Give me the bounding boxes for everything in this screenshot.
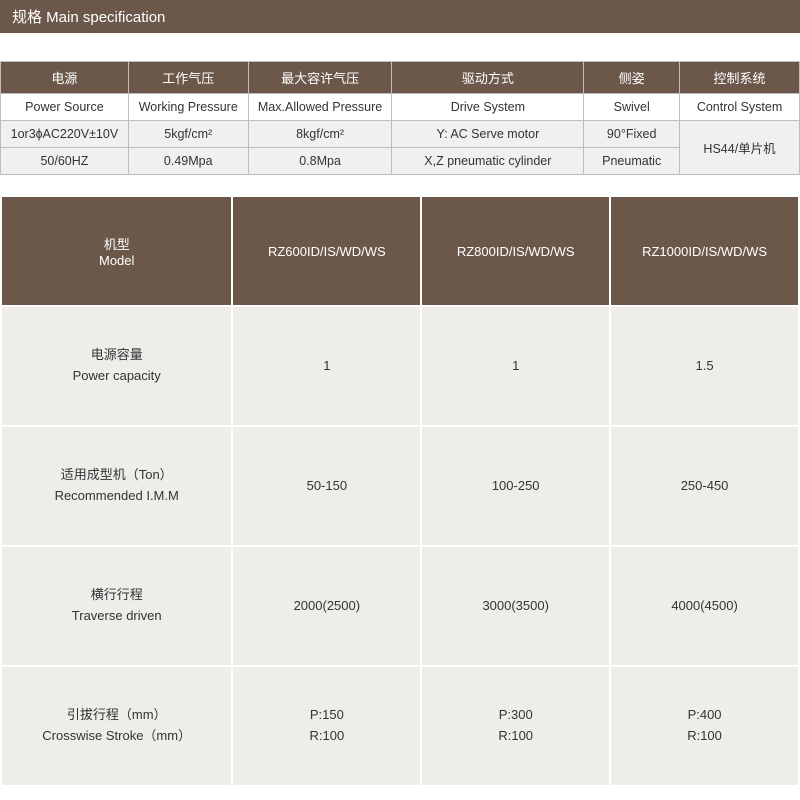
t2-r3-en: Crosswise Stroke（mm） [3,726,230,747]
t1-head-cn: 电源 工作气压 最大容许气压 驱动方式 侧姿 控制系统 [1,62,800,94]
t2-r0c0: 1 [232,306,421,426]
t2-r0-en: Power capacity [3,366,230,387]
t1-r2c3: X,Z pneumatic cylinder [392,148,584,175]
t2-r0-label: 电源容量 Power capacity [1,306,232,426]
t2-r0c1: 1 [421,306,610,426]
t2-r2-label: 横行行程 Traverse driven [1,546,232,666]
t1-h3-cn: 驱动方式 [392,62,584,94]
t1-h5-en: Control System [680,94,800,121]
t1-h3-en: Drive System [392,94,584,121]
t1-r1c1: 5kgf/cm² [128,121,248,148]
t2-row3: 引拔行程（mm） Crosswise Stroke（mm） P:150R:100… [1,666,799,786]
t1-r2c0: 50/60HZ [1,148,129,175]
t2-r3c0: P:150R:100 [232,666,421,786]
t2-r3c1: P:300R:100 [421,666,610,786]
t1-row1: 1or3ɸAC220V±10V 5kgf/cm² 8kgf/cm² Y: AC … [1,121,800,148]
t2-head-label: 机型 Model [1,196,232,306]
t1-r1c3: Y: AC Serve motor [392,121,584,148]
t2-r2-en: Traverse driven [3,606,230,627]
t2-r0c2: 1.5 [610,306,799,426]
t1-r2c2: 0.8Mpa [248,148,392,175]
t1-head-en: Power Source Working Pressure Max.Allowe… [1,94,800,121]
t1-r1c2: 8kgf/cm² [248,121,392,148]
t2-r2-cn: 横行行程 [3,585,230,606]
t2-r0-cn: 电源容量 [3,345,230,366]
t1-r1c4: 90°Fixed [584,121,680,148]
t2-r1-cn: 适用成型机（Ton） [3,465,230,486]
spacer [0,33,800,61]
t1-h2-cn: 最大容许气压 [248,62,392,94]
t2-head: 机型 Model RZ600ID/IS/WD/WS RZ800ID/IS/WD/… [1,196,799,306]
t2-r2c0: 2000(2500) [232,546,421,666]
t2-r1c1: 100-250 [421,426,610,546]
t2-col0: RZ600ID/IS/WD/WS [232,196,421,306]
spec-table-1: 电源 工作气压 最大容许气压 驱动方式 侧姿 控制系统 Power Source… [0,61,800,175]
t1-h1-en: Working Pressure [128,94,248,121]
t1-h4-cn: 侧姿 [584,62,680,94]
t1-h0-en: Power Source [1,94,129,121]
t2-r1-label: 适用成型机（Ton） Recommended I.M.M [1,426,232,546]
t2-head-label-cn: 机型 [3,234,230,253]
spec-table-2: 机型 Model RZ600ID/IS/WD/WS RZ800ID/IS/WD/… [0,195,800,787]
t2-r2c2: 4000(4500) [610,546,799,666]
t2-row1: 适用成型机（Ton） Recommended I.M.M 50-150 100-… [1,426,799,546]
t2-r3c2: P:400R:100 [610,666,799,786]
t1-r1c5: HS44/单片机 [680,121,800,175]
t2-r3-cn: 引拔行程（mm） [3,705,230,726]
t2-r1c2: 250-450 [610,426,799,546]
t2-col2: RZ1000ID/IS/WD/WS [610,196,799,306]
t1-r1c0: 1or3ɸAC220V±10V [1,121,129,148]
t2-col1: RZ800ID/IS/WD/WS [421,196,610,306]
t2-row0: 电源容量 Power capacity 1 1 1.5 [1,306,799,426]
t2-r2c1: 3000(3500) [421,546,610,666]
t1-h2-en: Max.Allowed Pressure [248,94,392,121]
t2-r1c0: 50-150 [232,426,421,546]
page-title: 规格 Main specification [0,0,800,33]
t1-r2c1: 0.49Mpa [128,148,248,175]
t1-h0-cn: 电源 [1,62,129,94]
t2-r3-label: 引拔行程（mm） Crosswise Stroke（mm） [1,666,232,786]
t1-h4-en: Swivel [584,94,680,121]
t2-head-label-en: Model [3,253,230,268]
t2-row2: 横行行程 Traverse driven 2000(2500) 3000(350… [1,546,799,666]
t1-h5-cn: 控制系统 [680,62,800,94]
t2-r1-en: Recommended I.M.M [3,486,230,507]
t1-h1-cn: 工作气压 [128,62,248,94]
t1-r2c4: Pneumatic [584,148,680,175]
